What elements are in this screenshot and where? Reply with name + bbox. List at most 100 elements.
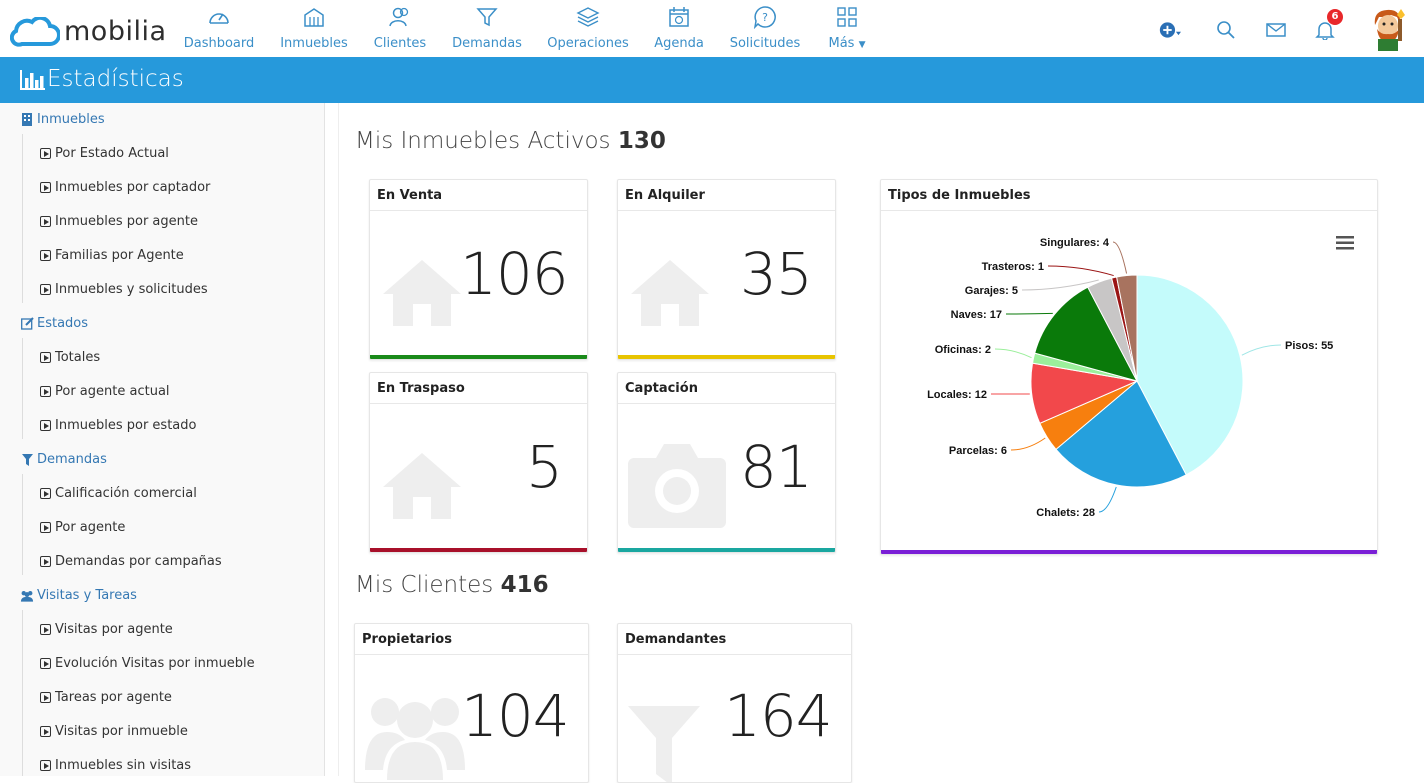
play-square-icon — [40, 726, 51, 737]
sidebar-item-label: Inmuebles por estado — [55, 418, 196, 433]
play-square-icon — [40, 182, 51, 193]
filter-icon — [20, 453, 34, 467]
search-icon — [1216, 20, 1236, 40]
caret-down-icon: ▼ — [859, 40, 866, 50]
question-bubble-icon: ? — [752, 4, 778, 30]
users-icon — [365, 690, 465, 780]
sidebar-item-calificacion-comercial[interactable]: Calificación comercial — [40, 486, 197, 501]
sidebar-item-visitas-por-agente[interactable]: Visitas por agente — [40, 622, 173, 637]
sidebar-item-totales[interactable]: Totales — [40, 350, 100, 365]
svg-text:?: ? — [762, 11, 768, 24]
sidebar-item-demandas-por-campanas[interactable]: Demandas por campañas — [40, 554, 222, 569]
card-title: Captación — [618, 373, 835, 404]
card-accent-bar — [618, 355, 835, 359]
users-icon — [387, 4, 413, 30]
play-square-icon — [40, 658, 51, 669]
sidebar-item-visitas-por-inmueble[interactable]: Visitas por inmueble — [40, 724, 188, 739]
play-square-icon — [40, 250, 51, 261]
building-icon — [20, 113, 34, 127]
sidebar-item-label: Visitas por agente — [55, 622, 173, 637]
play-square-icon — [40, 352, 51, 363]
nav-dashboard[interactable]: Dashboard — [186, 4, 252, 54]
nav-inmuebles[interactable]: Inmuebles — [282, 4, 346, 54]
grid-icon — [834, 4, 860, 30]
user-avatar[interactable] — [1367, 5, 1409, 51]
pie-connector — [1242, 345, 1281, 355]
sidebar-section-estados[interactable]: Estados — [20, 316, 88, 331]
pie-data-label: Chalets: 28 — [1036, 507, 1095, 519]
sidebar-item-familias-por-agente[interactable]: Familias por Agente — [40, 248, 184, 263]
nav-mas-label: Más — [828, 36, 854, 51]
edit-icon — [20, 317, 34, 331]
house-icon — [381, 449, 463, 519]
sidebar-item-por-agente-actual[interactable]: Por agente actual — [40, 384, 170, 399]
pie-data-label: Pisos: 55 — [1285, 340, 1333, 352]
pie-connector — [1099, 487, 1116, 512]
card-value: 81 — [740, 433, 812, 501]
sidebar-section-label: Visitas y Tareas — [37, 588, 137, 603]
nav-label: Más ▼ — [828, 36, 865, 51]
nav-label: Agenda — [654, 36, 704, 51]
pie-data-label: Singulares: 4 — [1040, 237, 1110, 249]
nav-agenda[interactable]: Agenda — [655, 4, 703, 54]
card-value: 5 — [526, 433, 562, 501]
nav-clientes[interactable]: Clientes — [375, 4, 425, 54]
add-button[interactable] — [1159, 19, 1181, 41]
mail-button[interactable] — [1265, 19, 1287, 41]
play-square-icon — [40, 556, 51, 567]
play-square-icon — [40, 522, 51, 533]
pie-data-label: Locales: 12 — [927, 389, 987, 401]
sidebar-section-inmuebles[interactable]: Inmuebles — [20, 112, 105, 127]
house-icon — [629, 256, 711, 326]
chart-card-title: Tipos de Inmuebles — [881, 180, 1377, 211]
calendar-icon — [666, 4, 692, 30]
stat-card-demandantes[interactable]: Demandantes 164 — [617, 623, 852, 783]
stat-card-propietarios[interactable]: Propietarios 104 — [354, 623, 589, 783]
brand-name: mobilia — [64, 16, 167, 47]
card-title: Demandantes — [618, 624, 851, 655]
sidebar-item-label: Totales — [55, 350, 100, 365]
sidebar-item-label: Visitas por inmueble — [55, 724, 188, 739]
gauge-icon — [206, 4, 232, 30]
pie-connector — [1048, 266, 1114, 276]
sidebar: Inmuebles Por Estado Actual Inmuebles po… — [0, 103, 325, 776]
nav-mas[interactable]: Más ▼ — [826, 4, 868, 54]
pie-data-label: Garajes: 5 — [965, 285, 1018, 297]
nav-operaciones[interactable]: Operaciones — [549, 4, 627, 54]
page-title: Estadísticas — [47, 66, 184, 92]
clients-total: 416 — [501, 572, 549, 598]
play-square-icon — [40, 692, 51, 703]
stat-card-en-venta[interactable]: En Venta 106 — [369, 179, 588, 360]
sidebar-item-inmuebles-por-agente[interactable]: Inmuebles por agente — [40, 214, 198, 229]
properties-total: 130 — [618, 128, 666, 154]
sidebar-item-por-estado-actual[interactable]: Por Estado Actual — [40, 146, 169, 161]
pie-connector — [995, 349, 1032, 358]
search-button[interactable] — [1215, 19, 1237, 41]
nav-demandas[interactable]: Demandas — [453, 4, 521, 54]
stat-card-captacion[interactable]: Captación 81 — [617, 372, 836, 553]
sidebar-item-evolucion-visitas-por-inmueble[interactable]: Evolución Visitas por inmueble — [40, 656, 255, 671]
nav-solicitudes[interactable]: ? Solicitudes — [731, 4, 799, 54]
sidebar-section-label: Estados — [37, 316, 88, 331]
play-square-icon — [40, 386, 51, 397]
envelope-icon — [1266, 22, 1286, 38]
stat-card-en-traspaso[interactable]: En Traspaso 5 — [369, 372, 588, 553]
nav-label: Operaciones — [547, 36, 629, 51]
camera-icon — [628, 442, 726, 528]
pie-connector — [1006, 313, 1053, 314]
sidebar-section-visitas-y-tareas[interactable]: Visitas y Tareas — [20, 588, 137, 603]
sidebar-item-inmuebles-y-solicitudes[interactable]: Inmuebles y solicitudes — [40, 282, 208, 297]
mobilia-logo[interactable]: mobilia — [10, 16, 167, 47]
sidebar-section-demandas[interactable]: Demandas — [20, 452, 107, 467]
stat-card-en-alquiler[interactable]: En Alquiler 35 — [617, 179, 836, 360]
plus-circle-icon — [1159, 19, 1181, 41]
sidebar-item-inmuebles-por-captador[interactable]: Inmuebles por captador — [40, 180, 210, 195]
clients-title-text: Mis Clientes — [355, 572, 493, 598]
card-accent-bar — [370, 548, 587, 552]
sidebar-item-tareas-por-agente[interactable]: Tareas por agente — [40, 690, 172, 705]
content-divider — [338, 103, 339, 776]
sidebar-item-inmuebles-por-estado[interactable]: Inmuebles por estado — [40, 418, 196, 433]
sidebar-item-inmuebles-sin-visitas[interactable]: Inmuebles sin visitas — [40, 758, 191, 773]
sidebar-item-por-agente[interactable]: Por agente — [40, 520, 125, 535]
